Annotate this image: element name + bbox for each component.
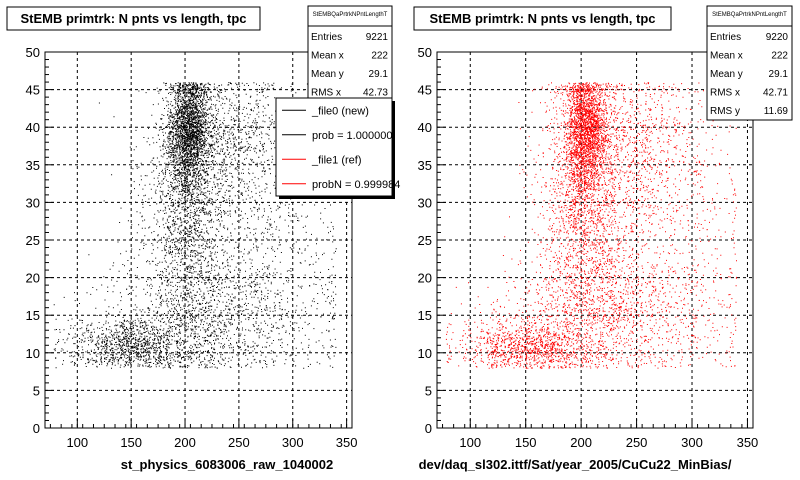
left-stats-box: StEMBQaPrtrkNPntLengthT Entries 9221 Mean x…	[307, 5, 393, 103]
x-tick-label: 350	[336, 435, 358, 450]
y-tick-label: 10	[418, 346, 432, 361]
stats-value: 11.69	[764, 106, 789, 117]
stats-label: Entries	[710, 32, 741, 43]
y-tick-label: 25	[26, 233, 40, 248]
y-tick-label: 0	[33, 421, 40, 436]
y-tick-label: 45	[418, 83, 432, 98]
x-tick-label: 250	[626, 435, 648, 450]
x-tick-label: 100	[459, 435, 481, 450]
scatter-points	[445, 82, 738, 369]
y-tick-label: 20	[26, 271, 40, 286]
x-tick-label: 350	[737, 435, 759, 450]
stats-value: 222	[371, 51, 388, 62]
y-tick-label: 15	[418, 308, 432, 323]
x-tick-label: 100	[66, 435, 88, 450]
left-axes: 100 150 200 250 300 350 0 5 10 15 20 25 30 35 40 45 50	[26, 45, 358, 450]
y-tick-label: 5	[425, 383, 432, 398]
x-tick-label: 150	[120, 435, 142, 450]
legend-label: _file0 (new)	[311, 105, 369, 117]
y-tick-label: 5	[33, 383, 40, 398]
stats-value: 29.1	[769, 69, 789, 80]
stats-label: Mean y	[311, 69, 344, 80]
legend-label: prob = 1.000000	[312, 130, 392, 142]
legend-label: _file1 (ref)	[311, 154, 362, 166]
left-title-box: StEMB primtrk: N pnts vs length, tpc	[6, 6, 261, 31]
right-title: StEMB primtrk: N pnts vs length, tpc	[429, 11, 655, 26]
y-tick-label: 40	[26, 120, 40, 135]
y-tick-label: 10	[26, 346, 40, 361]
stats-value: 9220	[766, 32, 789, 43]
stats-value: 9221	[366, 32, 389, 43]
stats-label: Mean x	[710, 51, 743, 62]
stats-value: 29.1	[369, 69, 389, 80]
stats-value: 222	[771, 51, 788, 62]
stats-label: RMS x	[311, 88, 341, 99]
y-tick-label: 45	[26, 83, 40, 98]
stats-label: Entries	[311, 32, 342, 43]
stats-label: Mean y	[710, 69, 743, 80]
stats-name: StEMBQaPrtrkNPntLengthT	[712, 12, 787, 18]
y-tick-label: 50	[26, 45, 40, 60]
right-stats-box: StEMBQaPrtrkNPntLengthT Entries 9220 Mean x…	[706, 5, 793, 121]
right-axes: 100 150 200 250 300 350 0 5 10 15 20 25 30 35 40 45 50	[418, 45, 759, 450]
x-tick-label: 200	[174, 435, 196, 450]
y-tick-label: 30	[26, 195, 40, 210]
x-tick-label: 200	[570, 435, 592, 450]
left-x-axis-label: st_physics_6083006_raw_1040002	[121, 457, 334, 472]
left-scatter-points	[53, 82, 337, 369]
right-x-axis-label: dev/daq_sl302.ittf/Sat/year_2005/CuCu22_…	[419, 457, 732, 472]
left-histogram-panel: 100 150 200 250 300 350 0 5 10 15 20 25 30 35 40 45 50 S…	[6, 5, 400, 472]
stats-label: Mean x	[311, 51, 344, 62]
y-tick-label: 20	[418, 271, 432, 286]
left-legend-box: _file0 (new) prob = 1.000000 _file1 (ref) p…	[275, 97, 400, 199]
y-tick-label: 35	[26, 158, 40, 173]
stats-value: 42.73	[363, 88, 388, 99]
scatter-points	[53, 82, 337, 369]
y-tick-label: 40	[418, 120, 432, 135]
right-histogram-panel: 100 150 200 250 300 350 0 5 10 15 20 25 30 35 40 45 50 S…	[413, 5, 793, 472]
x-tick-label: 250	[228, 435, 250, 450]
right-scatter-points	[445, 82, 738, 369]
legend-label: probN = 0.999984	[312, 179, 400, 191]
y-tick-label: 35	[418, 158, 432, 173]
left-title: StEMB primtrk: N pnts vs length, tpc	[20, 11, 246, 26]
stats-label: RMS y	[710, 106, 740, 117]
y-tick-label: 15	[26, 308, 40, 323]
stats-label: RMS x	[710, 88, 740, 99]
stats-value: 42.71	[763, 88, 788, 99]
x-tick-label: 300	[681, 435, 703, 450]
x-tick-label: 300	[282, 435, 304, 450]
y-tick-label: 0	[425, 421, 432, 436]
x-tick-label: 150	[515, 435, 537, 450]
y-tick-label: 25	[418, 233, 432, 248]
y-tick-label: 30	[418, 195, 432, 210]
right-title-box: StEMB primtrk: N pnts vs length, tpc	[413, 6, 672, 31]
stats-name: StEMBQaPrtrkNPntLengthT	[313, 12, 388, 18]
y-tick-label: 50	[418, 45, 432, 60]
